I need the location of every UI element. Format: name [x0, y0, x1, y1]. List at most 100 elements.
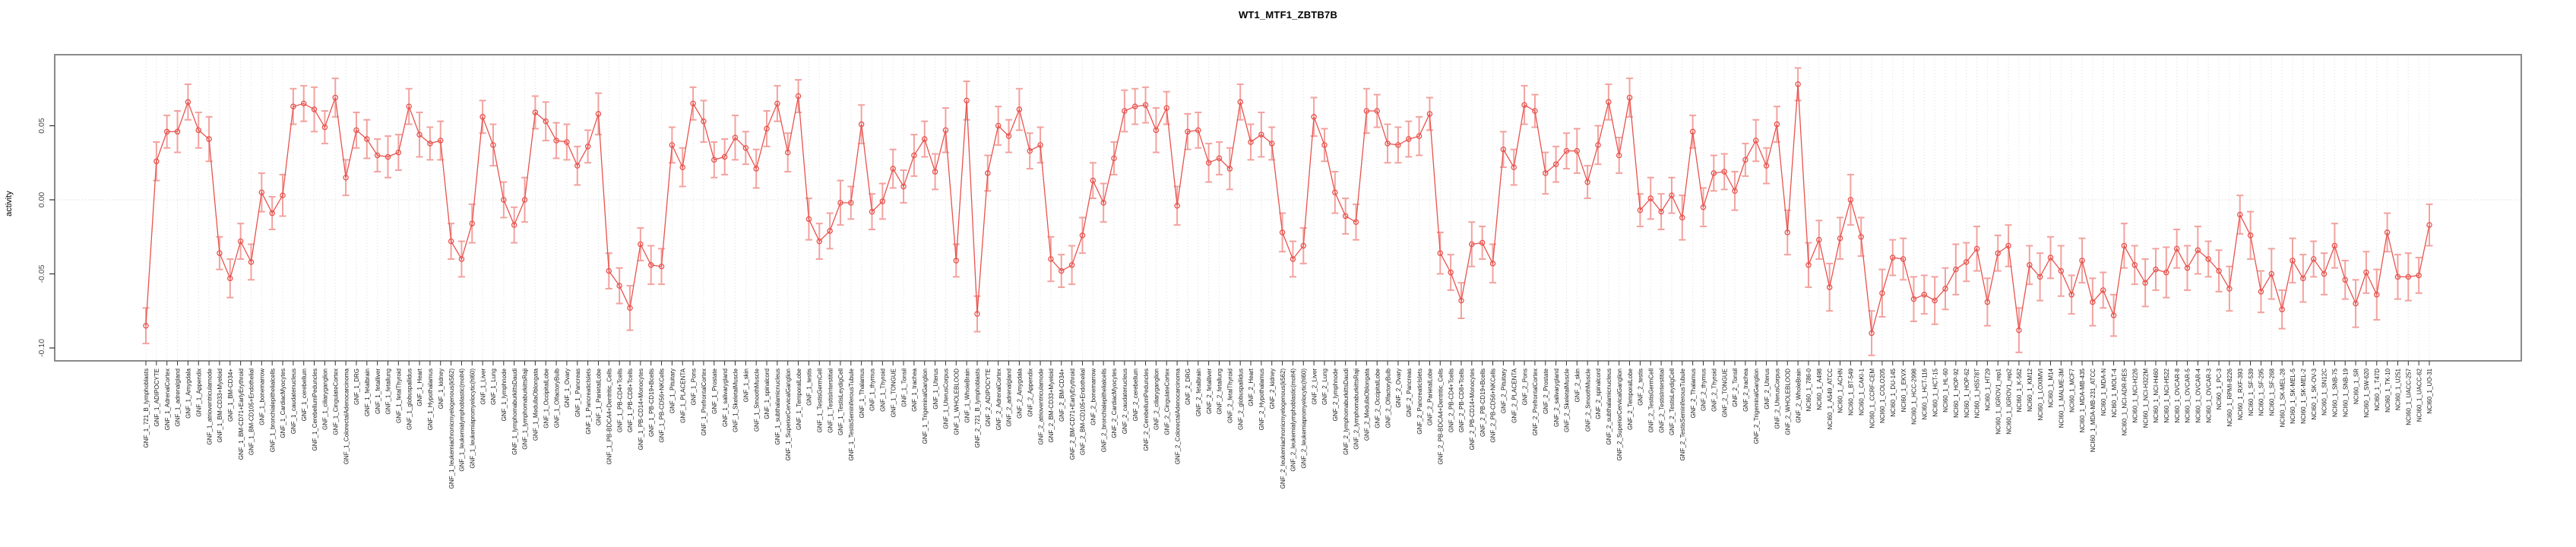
x-tick-label: GNF_1_CerebellumPeduncles: [312, 368, 318, 451]
x-tick-label: GNF_2_BM-CD105+Endothelial: [1080, 368, 1087, 455]
data-points: [143, 81, 2432, 337]
data-point: [553, 138, 559, 144]
data-point: [1932, 297, 1938, 304]
data-point: [942, 127, 949, 134]
data-point: [1942, 286, 1948, 292]
data-point: [1637, 207, 1644, 213]
x-tick-label: GNF_1_bronchialepithelialcells: [269, 368, 276, 452]
data-point: [521, 197, 528, 203]
x-axis: GNF_1_721_B_lymphoblasts GNF_1_ADIPOCYTE G…: [143, 361, 2433, 489]
x-tick-label: NCI60_1_MDA-N: [2100, 368, 2107, 416]
data-point: [1869, 330, 1875, 337]
data-point: [2321, 270, 2328, 277]
x-tick-label: GNF_2_PB-CD14+Monocytes: [1469, 368, 1476, 450]
x-tick-label: GNF_1_TestisSeminiferousTubule: [848, 368, 855, 460]
x-tick-label: NCI60_1_CAKI-1: [1858, 368, 1865, 415]
x-tick-label: GNF_2_DRG: [1185, 368, 1191, 405]
data-point: [1363, 108, 1370, 114]
x-tick-label: GNF_2_lymphnode: [1332, 368, 1339, 421]
data-point: [1122, 108, 1128, 114]
x-tick-label: NCI60_1_SN12C: [2321, 368, 2328, 416]
data-point: [448, 238, 454, 245]
data-point: [721, 153, 728, 160]
data-point: [1879, 290, 1885, 296]
x-tick-label: NCI60_1_LOXIMVI: [2037, 368, 2044, 420]
data-point: [1489, 261, 1496, 267]
data-point: [1784, 229, 1791, 236]
x-tick-label: GNF_2_Appendix: [1027, 368, 1033, 417]
x-tick-label: GNF_1_Hypothalamus: [427, 368, 434, 430]
data-point: [2290, 258, 2296, 264]
x-tick-label: NCI60_1_RXF-393: [2237, 368, 2244, 420]
x-tick-label: NCI60_1_NCI-H322M: [2142, 368, 2149, 428]
data-point: [1342, 213, 1349, 220]
x-tick-label: GNF_2_TONGUE: [1721, 368, 1728, 417]
x-tick-label: GNF_1_WHOLEBLOOD: [953, 368, 960, 435]
data-point: [848, 200, 854, 206]
data-point: [1763, 163, 1770, 169]
data-point: [1752, 138, 1759, 144]
x-tick-label: GNF_2_SuperiorCervicalGanglion: [1616, 368, 1623, 460]
plot-panel: [55, 55, 2521, 361]
x-tick-label: NCI60_1_HL-60: [1942, 368, 1949, 412]
data-point: [511, 222, 517, 228]
x-tick-label: GNF_1_CardiacMyocytes: [280, 368, 286, 438]
series-line: [145, 84, 2430, 334]
x-tick-label: NCI60_1_SNB-75: [2332, 368, 2339, 417]
data-point: [1774, 121, 1780, 128]
x-tick-label: NCI60_1_HCC-2998: [1911, 368, 1918, 424]
x-tick-label: GNF_1_BM-CD34+: [227, 368, 234, 422]
data-point: [1163, 105, 1169, 111]
data-point: [1847, 197, 1854, 203]
x-tick-label: GNF_1_ADIPOCYTE: [153, 368, 160, 426]
x-tick-label: NCI60_1_UO-31: [2426, 368, 2433, 413]
x-tick-label: GNF_1_PB-CD4+Tcells: [616, 368, 623, 432]
data-point: [1016, 106, 1023, 112]
x-tick-label: GNF_1_AdrenalCortex: [164, 368, 171, 430]
data-point: [153, 158, 160, 165]
data-point: [1111, 155, 1117, 162]
x-tick-label: GNF_2_globuspallidus: [1237, 368, 1244, 430]
x-tick-label: NCI60_1_IGROV1_rep1: [1995, 368, 2002, 434]
x-tick-label: GNF_1_kidney: [438, 368, 445, 409]
data-point: [1953, 266, 1959, 273]
x-tick-label: GNF_1_Appendix: [195, 368, 202, 417]
data-point: [479, 114, 486, 120]
data-point: [1248, 139, 1254, 145]
x-tick-label: GNF_2_fetalliver: [1206, 368, 1213, 414]
x-tick-label: NCI60_1_786-0: [1805, 368, 1812, 411]
x-tick-label: GNF_2_Amygdala: [1017, 368, 1024, 418]
x-tick-label: GNF_1_PB-CD14+Monocytes: [638, 368, 644, 450]
x-tick-label: NCI60_1_OVCAR-3: [2205, 368, 2212, 422]
data-point: [1195, 127, 1201, 134]
x-tick-label: GNF_2_TrigeminalGanglion: [1753, 368, 1760, 444]
x-tick-label: GNF_2_PB-CD56+NKCells: [1490, 368, 1497, 443]
x-tick-label: NCI60_1_CCRF-CEM: [1869, 368, 1875, 428]
x-tick-label: GNF_2_BM-CD34+: [1059, 368, 1065, 422]
x-tick-label: GNF_1_salivarygland: [722, 368, 729, 427]
x-tick-label: NCI60_1_EKVX: [1900, 368, 1907, 412]
data-point: [2310, 256, 2317, 262]
x-tick-label: GNF_1_atrioventricularnode: [206, 368, 213, 444]
data-point: [2184, 264, 2191, 271]
x-tick-label: GNF_2_trachea: [1742, 368, 1749, 411]
x-tick-label: GNF_2_lymphomaburkittsRaji: [1353, 368, 1360, 450]
data-point: [1237, 99, 1243, 106]
data-point: [890, 166, 896, 172]
x-tick-label: GNF_1_ParietalLobe: [596, 368, 603, 425]
x-tick-label: GNF_1_PB-CD56+NKCells: [659, 368, 666, 443]
x-tick-label: NCI60_1_HCT-15: [1932, 368, 1938, 416]
x-tick-label: NCI60_1_SF-539: [2248, 368, 2255, 416]
x-tick-label: GNF_1_skin: [743, 368, 750, 402]
data-point: [1658, 208, 1664, 215]
data-point: [1995, 250, 2001, 256]
data-point: [2268, 270, 2275, 277]
data-point: [2236, 211, 2243, 218]
data-point: [195, 127, 201, 134]
x-tick-label: GNF_2_Prostate: [1543, 368, 1549, 414]
data-point: [1027, 147, 1033, 154]
x-tick-label: GNF_1_PancreaticIslets: [585, 368, 592, 435]
data-point: [1448, 269, 1454, 276]
data-point: [2342, 277, 2348, 283]
data-point: [2216, 267, 2222, 274]
